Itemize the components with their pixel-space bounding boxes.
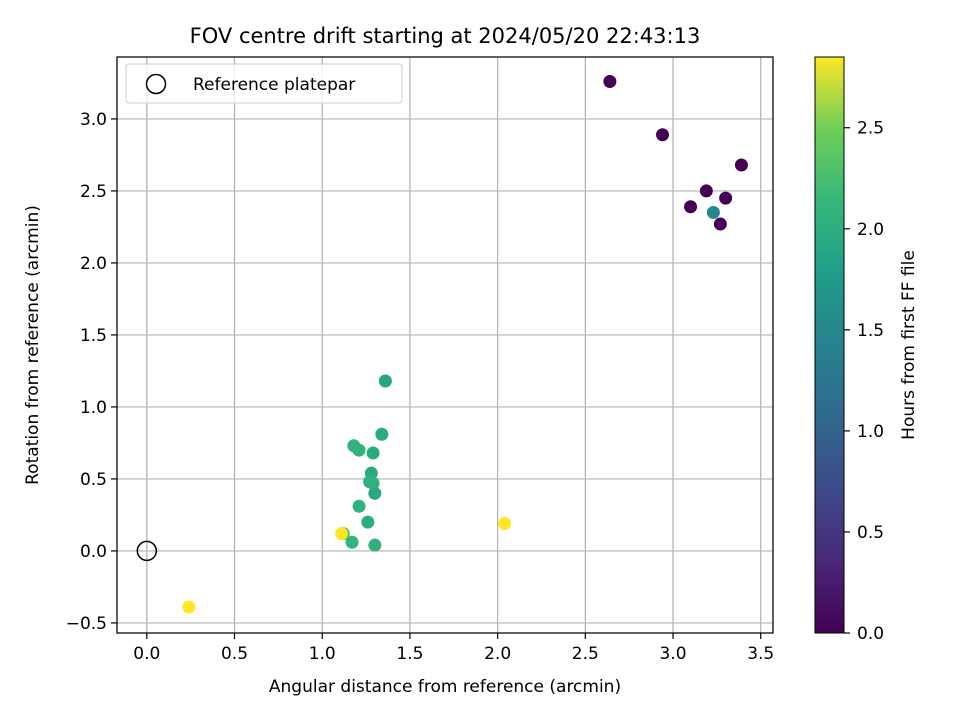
y-axis-label: Rotation from reference (arcmin) — [23, 205, 43, 485]
plot-frame — [116, 56, 774, 634]
data-point — [368, 538, 382, 552]
x-tick-label: 0.0 — [133, 644, 160, 664]
data-point — [345, 535, 359, 549]
data-point — [684, 200, 698, 214]
colorbar-tick-label: 1.5 — [857, 321, 884, 341]
y-tick-label: 1.0 — [80, 398, 107, 418]
x-tick-label: 0.5 — [221, 644, 248, 664]
legend-label-reference-platepar: Reference platepar — [193, 75, 355, 95]
x-tick-label: 2.0 — [484, 644, 511, 664]
data-point — [699, 184, 713, 198]
legend-box — [125, 63, 403, 104]
y-axis-ticks: −0.5 0.0 0.5 1.0 1.5 2.0 2.5 3.0 — [66, 110, 117, 634]
data-point — [182, 600, 196, 614]
x-tick-label: 3.5 — [747, 644, 774, 664]
data-point — [366, 446, 380, 460]
data-point — [361, 515, 375, 529]
x-tick-label: 3.0 — [659, 644, 686, 664]
data-point — [706, 206, 720, 220]
colorbar-label: Hours from first FF file — [899, 250, 919, 440]
y-tick-label: 3.0 — [80, 110, 107, 130]
colorbar-tick-label: 1.0 — [857, 422, 884, 442]
y-tick-label: 2.5 — [80, 182, 107, 202]
data-point — [352, 499, 366, 513]
y-tick-label: 2.0 — [80, 254, 107, 274]
data-points — [182, 74, 748, 614]
y-tick-label: 1.5 — [80, 326, 107, 346]
data-point — [713, 217, 727, 231]
colorbar-tick-label: 0.5 — [857, 523, 884, 543]
colorbar-tick-label: 0.0 — [857, 624, 884, 644]
x-axis-ticks: 0.0 0.5 1.0 1.5 2.0 2.5 3.0 3.5 — [133, 633, 774, 664]
data-point — [603, 74, 617, 88]
data-point — [366, 476, 380, 490]
reference-marker — [136, 540, 158, 562]
reference-platepar-marker — [136, 540, 158, 562]
x-tick-label: 1.5 — [396, 644, 423, 664]
y-tick-label: 0.5 — [80, 470, 107, 490]
chart-title: FOV centre drift starting at 2024/05/20 … — [190, 24, 701, 48]
data-point — [498, 517, 512, 531]
data-point — [378, 374, 392, 388]
data-point — [655, 128, 669, 142]
grid — [117, 57, 773, 633]
data-point — [352, 443, 366, 457]
data-point — [368, 486, 382, 500]
colorbar: 0.0 0.5 1.0 1.5 2.0 2.5 Hours from first FF f… — [814, 56, 919, 644]
legend-reference-marker — [145, 73, 167, 95]
data-point — [375, 427, 389, 441]
y-tick-label: −0.5 — [66, 614, 107, 634]
data-point — [734, 158, 748, 172]
y-tick-label: 0.0 — [80, 542, 107, 562]
x-axis-label: Angular distance from reference (arcmin) — [269, 677, 621, 697]
colorbar-gradient — [814, 56, 845, 634]
data-point — [719, 191, 733, 205]
x-tick-label: 2.5 — [572, 644, 599, 664]
colorbar-tick-label: 2.5 — [857, 119, 884, 139]
data-point — [335, 527, 349, 541]
x-tick-label: 1.0 — [309, 644, 336, 664]
colorbar-tick-label: 2.0 — [857, 220, 884, 240]
legend: Reference platepar — [125, 63, 403, 104]
colorbar-ticks: 0.0 0.5 1.0 1.5 2.0 2.5 — [844, 119, 884, 644]
